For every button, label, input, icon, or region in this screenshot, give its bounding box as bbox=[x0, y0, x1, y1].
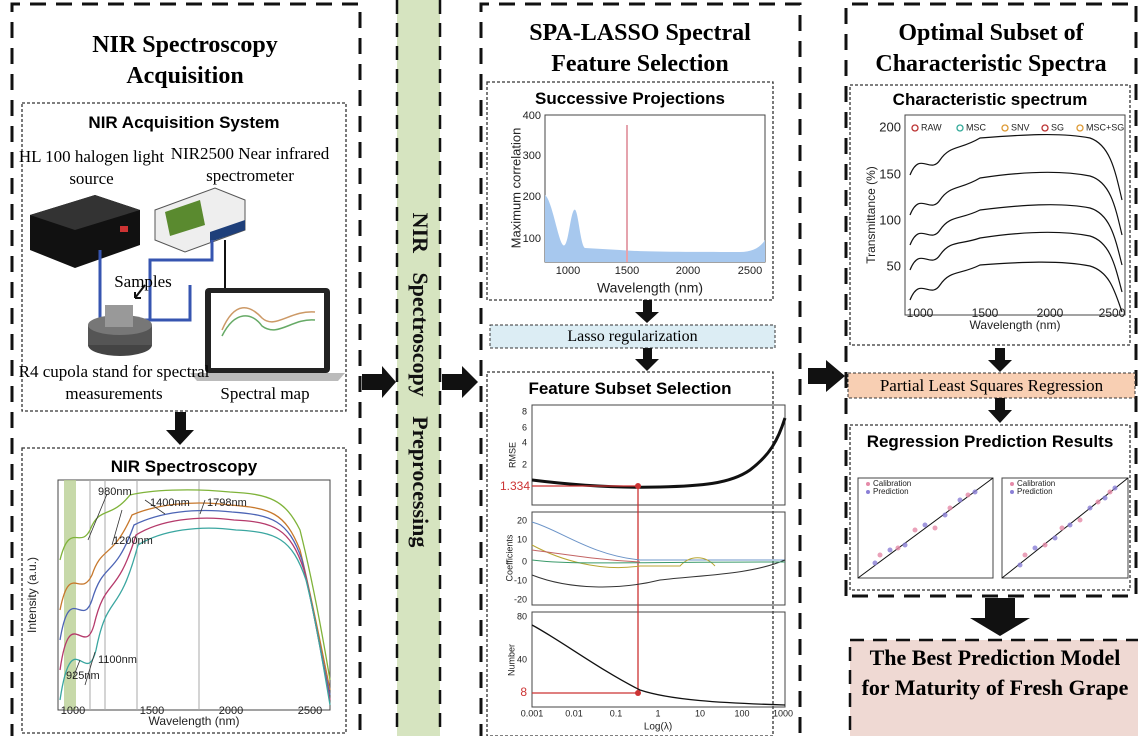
tick-label: 1500 bbox=[140, 705, 164, 717]
column-title: SPA-LASSO Spectral Feature Selection bbox=[490, 18, 790, 80]
axis-label: Log(λ) bbox=[644, 722, 672, 733]
device-illustrations bbox=[30, 188, 345, 381]
box-title: Regression Prediction Results bbox=[855, 430, 1125, 453]
tick-label: 1000 bbox=[556, 265, 580, 277]
column-title: Optimal Subset of Characteristic Spectra bbox=[846, 18, 1136, 80]
tick-label: 2500 bbox=[738, 265, 762, 277]
tick-label: 1000 bbox=[773, 708, 793, 718]
tick-label: 300 bbox=[523, 150, 541, 162]
tick-label: 6 bbox=[522, 422, 527, 432]
tick-label: 2500 bbox=[298, 705, 322, 717]
result-text: The Best Prediction Model for Maturity o… bbox=[860, 643, 1130, 703]
tick-label: 20 bbox=[517, 515, 527, 525]
peak-label: 980nm bbox=[98, 486, 132, 498]
legend-label: MSC bbox=[966, 122, 987, 132]
tick-label: 100 bbox=[879, 212, 901, 227]
tick-label: 100 bbox=[734, 708, 749, 718]
legend-label: RAW bbox=[921, 122, 942, 132]
tick-label: 1500 bbox=[615, 265, 639, 277]
marker-label: 1.334 bbox=[500, 479, 530, 493]
tick-label: 0.001 bbox=[521, 708, 544, 718]
tick-label: 2000 bbox=[219, 705, 243, 717]
peak-label: 1798nm bbox=[207, 497, 247, 509]
tick-label: -10 bbox=[514, 575, 527, 585]
axis-label: Wavelength (nm) bbox=[597, 280, 703, 296]
tick-label: 2 bbox=[522, 459, 527, 469]
spa-plot bbox=[545, 115, 765, 262]
tick-label: 80 bbox=[517, 611, 527, 621]
peak-label: 1100nm bbox=[98, 654, 137, 666]
device-label: NIR2500 Near infrared spectrometer bbox=[150, 143, 350, 187]
device-label: HL 100 halogen light source bbox=[14, 146, 169, 190]
tick-label: 10 bbox=[695, 708, 705, 718]
figure: Intensity (a.u.) Wavelength (nm) 1000 15… bbox=[0, 0, 1138, 736]
tick-label: -20 bbox=[514, 594, 527, 604]
tick-label: 4 bbox=[522, 437, 527, 447]
box-title: Successive Projections bbox=[487, 88, 773, 110]
legend-label: MSC+SG bbox=[1086, 122, 1124, 132]
step-label: Partial Least Squares Regression bbox=[848, 375, 1135, 397]
legend-label: SNV bbox=[1011, 122, 1030, 132]
device-label: Spectral map bbox=[205, 384, 325, 404]
axis-label: Transmittance (%) bbox=[864, 166, 878, 264]
tick-label: 200 bbox=[879, 119, 901, 134]
axis-label: RMSE bbox=[507, 442, 517, 468]
marker-label: 8 bbox=[520, 685, 527, 699]
axis-label: Coefficients bbox=[504, 534, 514, 581]
axis-label: Intensity (a.u.) bbox=[25, 557, 39, 633]
tick-label: 1000 bbox=[61, 705, 85, 717]
box-title: Feature Subset Selection bbox=[487, 378, 773, 400]
box-title: Characteristic spectrum bbox=[850, 89, 1130, 111]
tick-label: 50 bbox=[887, 258, 901, 273]
tick-label: 10 bbox=[517, 534, 527, 544]
characteristic-plot bbox=[905, 115, 1125, 315]
tick-label: 0.1 bbox=[610, 708, 623, 718]
step-label: Lasso regularization bbox=[490, 326, 775, 348]
tick-label: 150 bbox=[879, 166, 901, 181]
samples-label: Samples bbox=[103, 272, 183, 292]
tick-label: 100 bbox=[523, 233, 541, 245]
tick-label: 200 bbox=[523, 191, 541, 203]
peak-label: 1200nm bbox=[113, 535, 153, 547]
tick-label: 40 bbox=[517, 654, 527, 664]
tick-label: 2000 bbox=[676, 265, 700, 277]
peak-label: 925nm bbox=[66, 670, 100, 682]
axis-label: Maximum correlation bbox=[508, 128, 523, 249]
box-title: NIR Acquisition System bbox=[22, 112, 346, 134]
box-title: NIR Spectroscopy bbox=[22, 456, 346, 478]
device-label: R4 cupola stand for spectral measurement… bbox=[14, 361, 214, 405]
column-title: NIR Spectroscopy Acquisition bbox=[55, 30, 315, 92]
tick-label: 400 bbox=[523, 110, 541, 122]
axis-label: Number bbox=[506, 644, 516, 676]
tick-label: 8 bbox=[522, 406, 527, 416]
tick-label: 0.01 bbox=[565, 708, 583, 718]
tick-label: 1 bbox=[655, 708, 660, 718]
tick-label: 1000 bbox=[907, 306, 934, 320]
axis-label: Wavelength (nm) bbox=[970, 318, 1061, 332]
tick-label: 0 bbox=[522, 556, 527, 566]
legend-label: Prediction bbox=[873, 487, 909, 496]
lasso-path-plots bbox=[532, 405, 785, 707]
tick-label: 2500 bbox=[1099, 306, 1126, 320]
legend-label: Prediction bbox=[1017, 487, 1053, 496]
legend-label: SG bbox=[1051, 122, 1064, 132]
preprocessing-title: NIR Spectroscopy Preprocessing bbox=[408, 213, 433, 548]
peak-label: 1400nm bbox=[150, 497, 190, 509]
